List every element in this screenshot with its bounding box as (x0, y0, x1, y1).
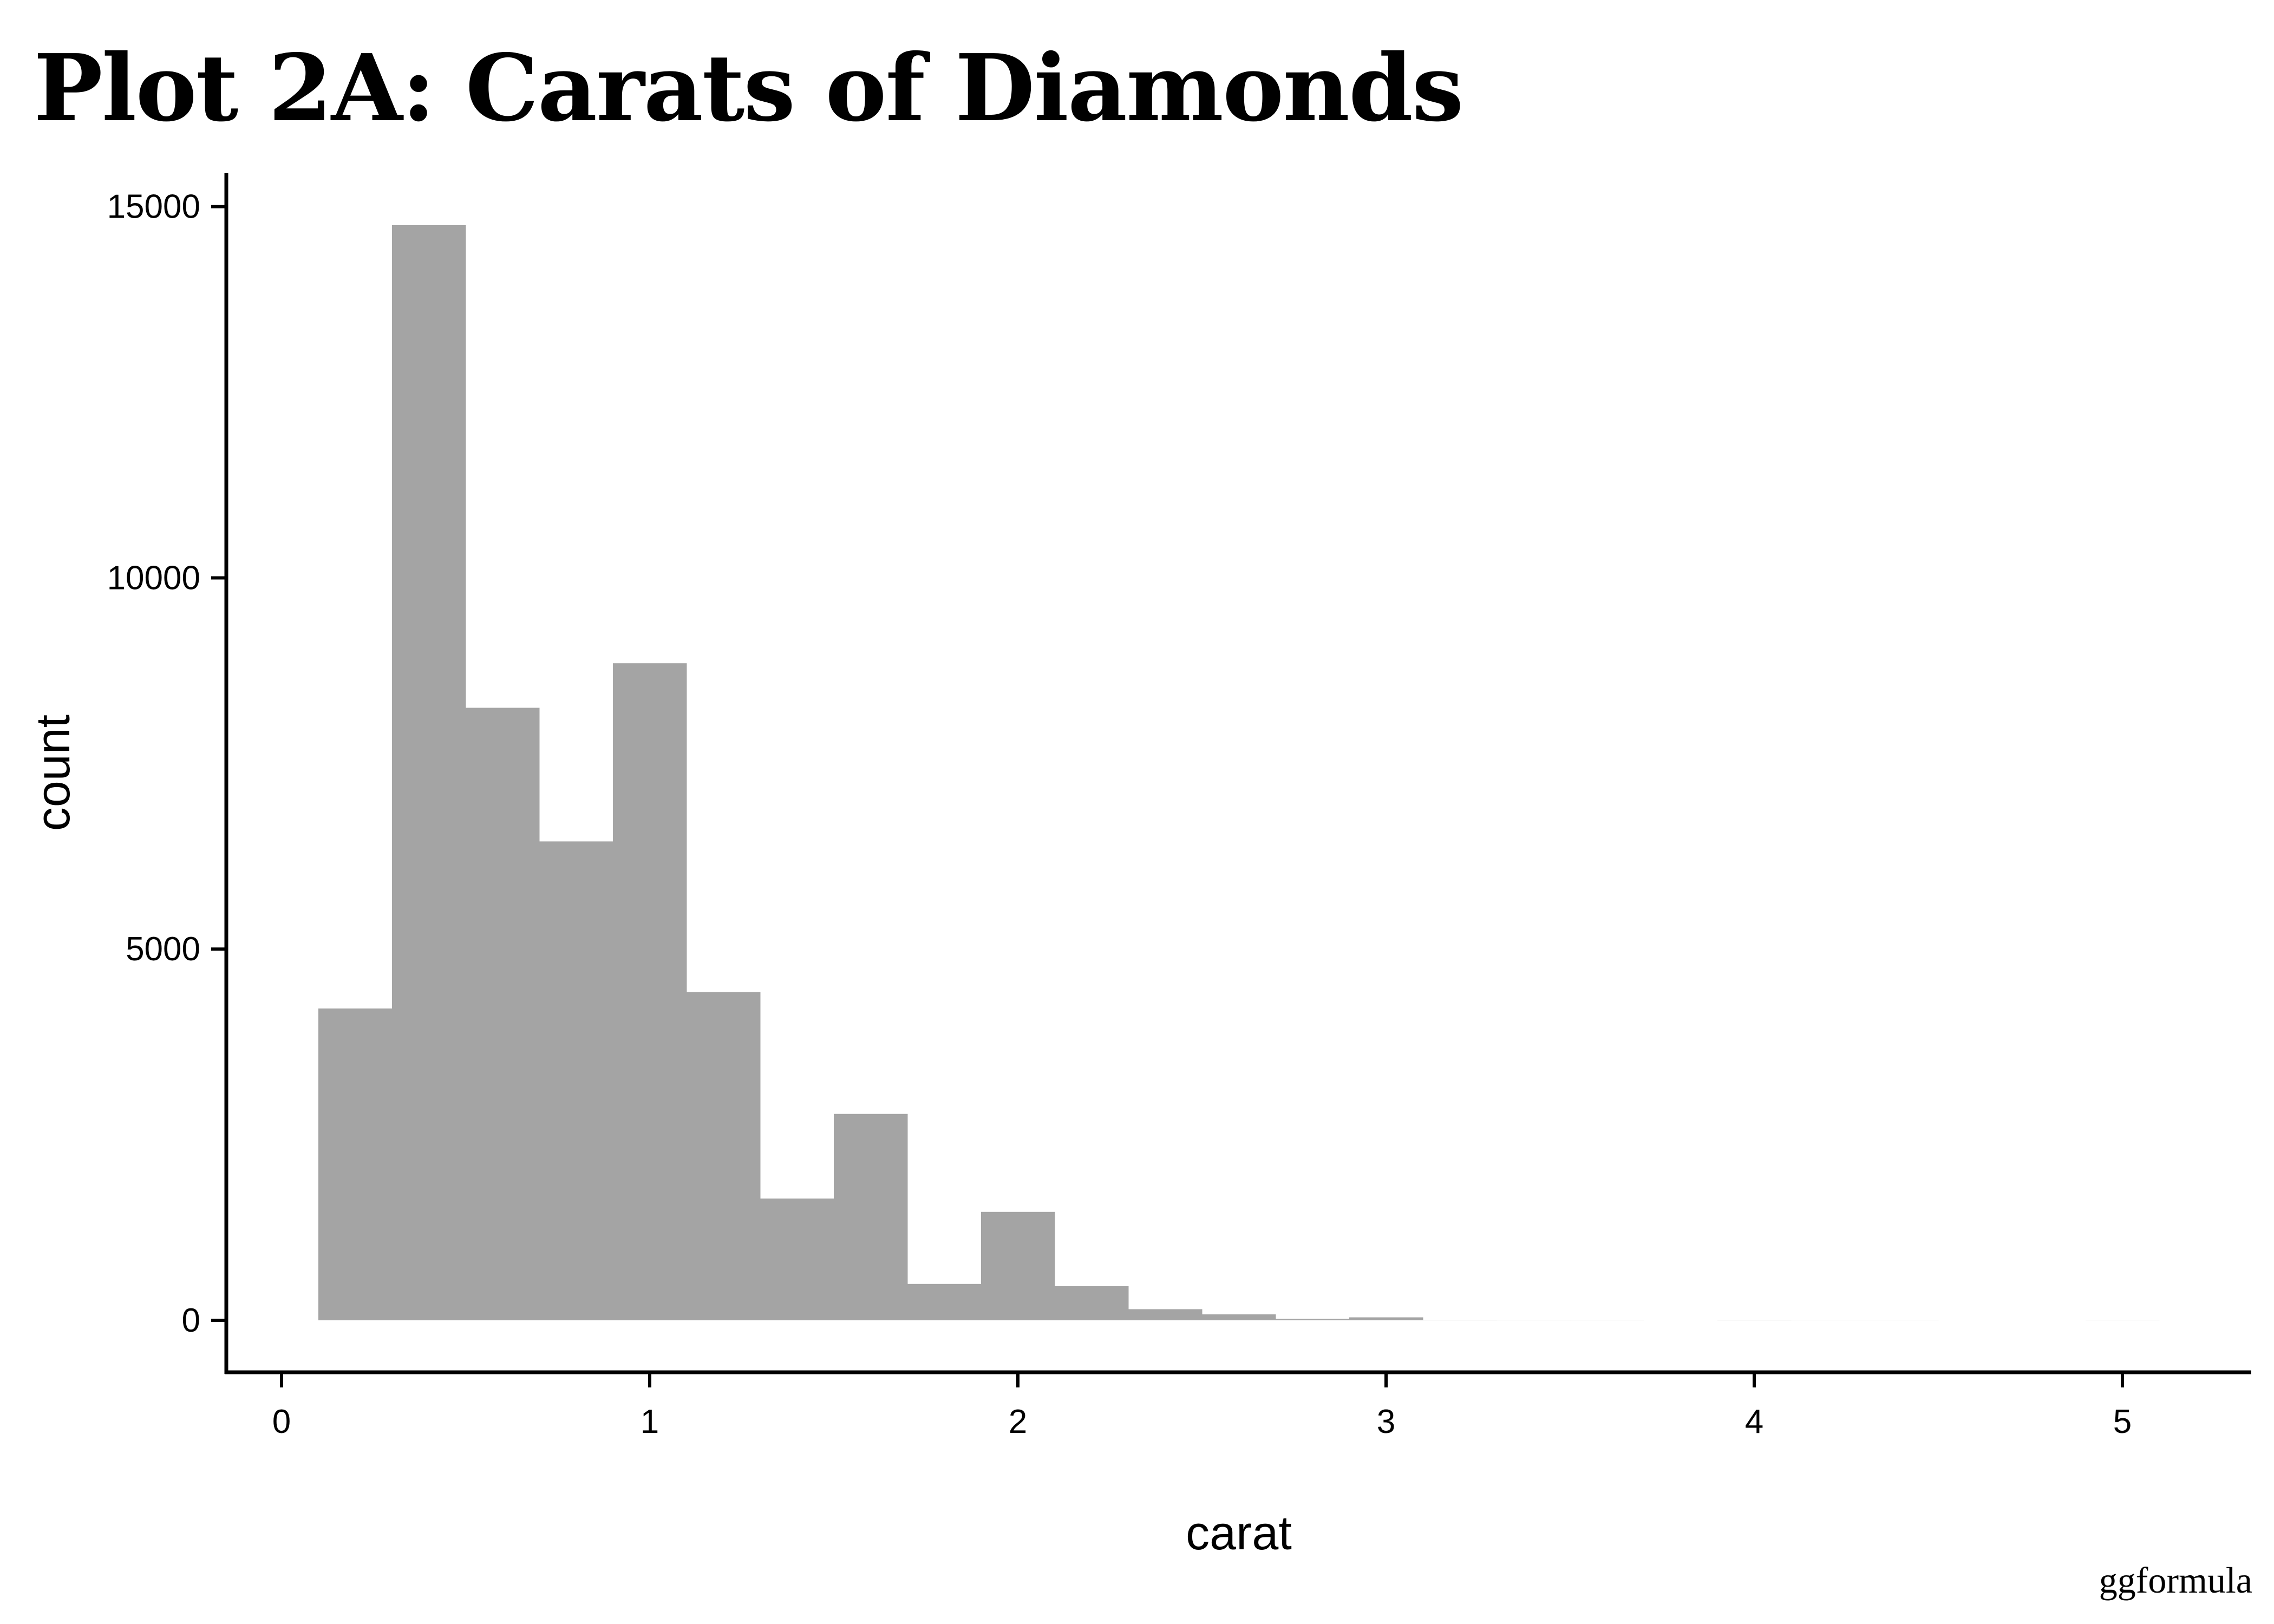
chart-caption: ggformula (2099, 1560, 2252, 1601)
histogram-bar-12 (1202, 1314, 1276, 1320)
histogram-bar-1 (392, 225, 466, 1320)
histogram-bar-7 (834, 1114, 908, 1320)
x-tick-label-1: 1 (641, 1403, 659, 1440)
histogram-bar-11 (1128, 1309, 1203, 1320)
axes: 0 5000 10000 15000 0 1 2 3 4 5 (107, 173, 2251, 1440)
histogram-bar-5 (687, 992, 761, 1320)
y-tick-label-0: 0 (182, 1302, 200, 1339)
x-tick-label-2: 2 (1009, 1403, 1027, 1440)
x-tick-label-5: 5 (2113, 1403, 2132, 1440)
y-tick-label-10000: 10000 (107, 559, 200, 597)
y-tick-label-15000: 15000 (107, 188, 200, 226)
x-tick-label-4: 4 (1745, 1403, 1763, 1440)
histogram-bar-14 (1349, 1317, 1423, 1320)
x-tick-label-0: 0 (272, 1403, 291, 1440)
histogram-bar-10 (1055, 1286, 1129, 1320)
histogram-bar-13 (1276, 1319, 1350, 1320)
y-tick-label-5000: 5000 (126, 931, 200, 968)
histogram-bar-3 (539, 841, 613, 1320)
histogram-bars (318, 225, 2160, 1320)
x-tick-label-3: 3 (1377, 1403, 1395, 1440)
histogram-bar-2 (466, 708, 540, 1320)
histogram-bar-0 (318, 1008, 393, 1320)
y-axis-title: count (26, 715, 80, 831)
histogram-bar-4 (613, 663, 687, 1320)
histogram-bar-6 (760, 1199, 834, 1320)
histogram-bar-9 (981, 1212, 1055, 1320)
x-axis-title: carat (1186, 1506, 1292, 1560)
histogram-bar-8 (907, 1284, 982, 1320)
chart-title: Plot 2A: Carats of Diamonds (34, 34, 1464, 142)
